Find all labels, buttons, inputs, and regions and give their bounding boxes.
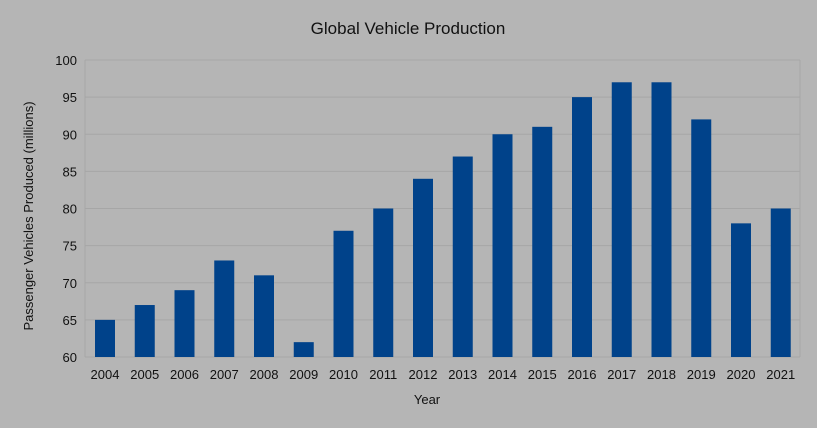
x-tick-label: 2012: [409, 367, 438, 382]
x-tick-label: 2006: [170, 367, 199, 382]
y-tick-label: 75: [63, 239, 77, 254]
y-tick-label: 70: [63, 276, 77, 291]
bar-2004: [95, 319, 115, 357]
bar-2018: [651, 82, 672, 358]
x-axis-title: Year: [414, 392, 441, 407]
y-tick-label: 80: [63, 202, 77, 217]
y-tick-label: 85: [63, 164, 77, 179]
bar-2019: [691, 119, 712, 358]
x-tick-label: 2005: [130, 367, 159, 382]
bar-2007: [214, 260, 235, 357]
bar-2020: [731, 223, 751, 357]
bar-2010: [333, 230, 354, 357]
chart-title: Global Vehicle Production: [311, 19, 506, 38]
bars: [95, 82, 791, 358]
y-tick-label: 95: [63, 90, 77, 105]
bar-2006: [174, 290, 195, 357]
x-tick-label: 2016: [568, 367, 597, 382]
x-tick-label: 2015: [528, 367, 557, 382]
bar-2009: [293, 342, 314, 357]
x-tick-label: 2004: [91, 367, 120, 382]
y-tick-label: 65: [63, 313, 77, 328]
x-tick-label: 2011: [369, 367, 397, 382]
x-tick-label: 2009: [289, 367, 318, 382]
x-tick-label: 2013: [448, 367, 477, 382]
x-axis-ticks: 2004 2005 2006 2007 2008 2009 2010 2011 2012 2013…: [91, 367, 796, 382]
bar-2015: [532, 126, 553, 357]
x-tick-label: 2007: [210, 367, 239, 382]
x-tick-label: 2017: [607, 367, 636, 382]
bar-2005: [134, 305, 155, 357]
y-tick-label: 100: [55, 53, 77, 68]
x-tick-label: 2014: [488, 367, 517, 382]
x-tick-label: 2021: [766, 367, 795, 382]
x-tick-label: 2018: [647, 367, 676, 382]
y-axis-title: Passenger Vehicles Produced (millions): [21, 101, 36, 330]
y-tick-label: 60: [63, 350, 77, 365]
x-tick-label: 2019: [687, 367, 716, 382]
bar-2014: [492, 134, 513, 357]
bar-2012: [413, 178, 433, 357]
bar-2021: [770, 208, 791, 357]
gridlines: [84, 59, 801, 358]
y-axis-ticks: 60 65 70 75 80 85 90 95 100: [55, 53, 77, 365]
y-tick-label: 90: [63, 127, 77, 142]
x-tick-label: 2008: [250, 367, 279, 382]
bar-2008: [254, 275, 274, 357]
bar-2011: [373, 208, 394, 357]
x-tick-label: 2010: [329, 367, 358, 382]
bar-2016: [572, 97, 592, 357]
x-tick-label: 2020: [727, 367, 756, 382]
bar-2017: [611, 82, 632, 358]
bar-2013: [452, 156, 473, 357]
